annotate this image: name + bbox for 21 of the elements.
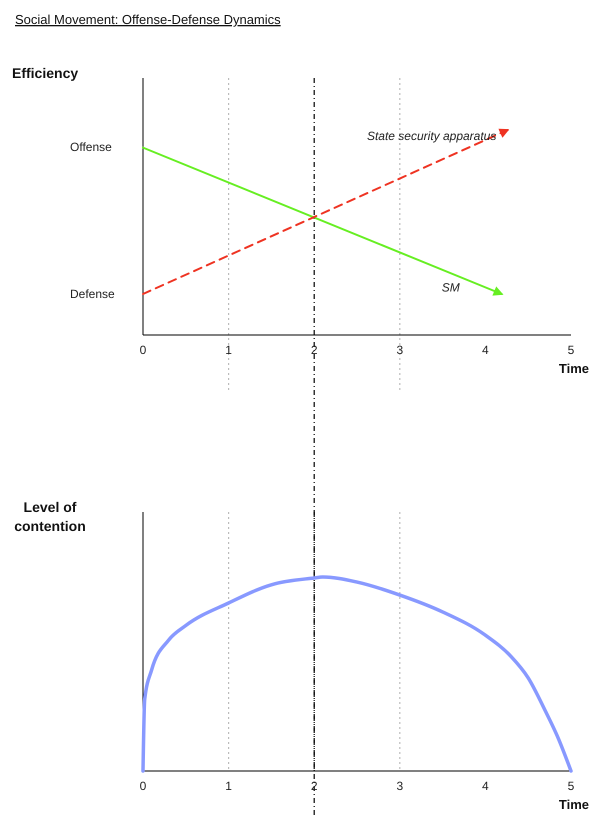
x-tick-label: 5 [568, 343, 575, 357]
text: Defense [70, 287, 116, 302]
x-tick-label: 3 [396, 343, 404, 357]
x-tick-label: 3 [396, 779, 404, 793]
series-label: SM [442, 280, 460, 294]
x-tick-label: 1 [225, 779, 232, 793]
x-axis-title: Time [558, 797, 589, 812]
x-tick-label: 0 [140, 343, 147, 357]
x-tick-label: 1 [225, 343, 232, 357]
text: Offense [70, 140, 112, 154]
chart-title: Social Movement: Offense-Defense Dynamics [15, 12, 282, 27]
x-axis-title: Time [558, 361, 589, 376]
x-tick-label: 2 [310, 779, 318, 793]
x-tick-label: 0 [140, 779, 147, 793]
x-tick-label: 5 [568, 779, 575, 793]
x-tick-label: 4 [482, 779, 490, 793]
x-tick-label: 2 [310, 343, 318, 357]
y-axis-title: Efficiency [12, 65, 78, 81]
y-axis-title: Level of contention [14, 499, 86, 534]
x-tick-label: 4 [482, 343, 490, 357]
series-label: State security apparatus [366, 129, 496, 144]
